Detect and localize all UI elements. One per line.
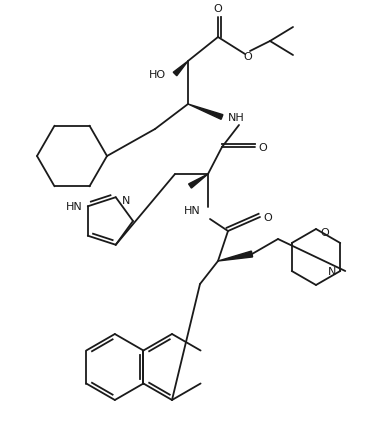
- Text: O: O: [321, 227, 329, 237]
- Text: NH: NH: [228, 113, 244, 123]
- Text: N: N: [328, 266, 336, 276]
- Text: N: N: [122, 196, 130, 206]
- Polygon shape: [218, 252, 253, 261]
- Text: O: O: [259, 143, 268, 153]
- Text: HN: HN: [184, 206, 200, 215]
- Text: HN: HN: [66, 202, 82, 212]
- Polygon shape: [173, 62, 188, 77]
- Text: O: O: [214, 4, 223, 14]
- Text: HO: HO: [149, 70, 165, 80]
- Polygon shape: [188, 105, 223, 120]
- Text: O: O: [244, 52, 253, 62]
- Polygon shape: [188, 175, 208, 189]
- Text: O: O: [264, 212, 272, 222]
